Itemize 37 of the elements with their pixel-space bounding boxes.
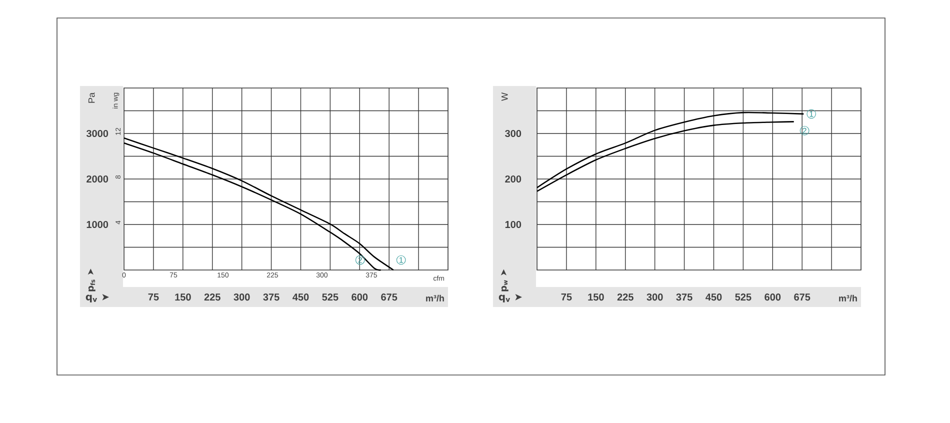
y-tick-label: 100	[505, 220, 522, 228]
x-tick-label: 75	[148, 294, 159, 301]
x-tick-label: 450	[706, 294, 722, 301]
series-label: 2	[802, 128, 806, 134]
line-series	[536, 121, 795, 192]
x-axis-title: q$_{v}$ ➤	[498, 294, 522, 302]
x-tick-label: 600	[352, 294, 368, 301]
y-tick-label: 2000	[86, 175, 108, 183]
text: W	[502, 92, 508, 101]
text: m³/h	[839, 294, 857, 302]
x-tick-label: 225	[617, 294, 634, 301]
y-tick-label: 1000	[86, 220, 108, 228]
y-axis-title: p$_{w}$ ➤	[500, 269, 508, 292]
x-tick-label: 600	[764, 294, 781, 301]
y-tick-label: 200	[505, 175, 522, 183]
y-axis-title: p$_{fs}$ ➤	[88, 268, 96, 292]
text: m³/h	[426, 294, 444, 302]
x-tick-label: 525	[322, 294, 338, 301]
x-tick-label: 450	[292, 294, 309, 301]
x-tick-label: 375	[676, 294, 692, 301]
series-label: 1	[810, 111, 814, 117]
x-tick-label: 525	[735, 294, 752, 301]
x-tick-label: 300	[646, 294, 663, 301]
x-axis-title: q$_{v}$ ➤	[86, 294, 110, 302]
x-tick-label: 75	[561, 294, 572, 301]
x-tick-label: 150	[175, 294, 191, 301]
x-tick-label: 225	[204, 294, 220, 301]
line-series	[536, 112, 804, 188]
x-tick-label: 375	[263, 294, 280, 301]
y-tick-label: 300	[505, 130, 522, 138]
series-label: 1	[399, 257, 403, 263]
y-tick-label: 3000	[86, 130, 108, 138]
text: Pa	[88, 92, 95, 103]
x-tick-label: 300	[234, 294, 250, 301]
x-tick-label: 150	[588, 294, 604, 301]
x-tick-label: 675	[381, 294, 398, 301]
x-tick-label: 675	[794, 294, 810, 301]
